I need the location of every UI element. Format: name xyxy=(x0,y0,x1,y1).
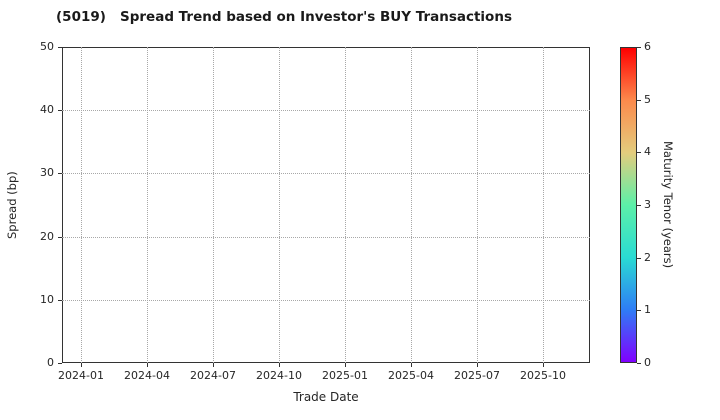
colorbar-tick-label: 1 xyxy=(644,303,651,317)
x-tick-mark xyxy=(477,363,478,367)
colorbar-tick-label: 5 xyxy=(644,92,651,106)
y-tick-mark xyxy=(58,173,62,175)
y-gridline xyxy=(62,236,590,238)
x-tick-mark xyxy=(345,363,346,367)
x-tick-label: 2025-07 xyxy=(454,369,500,382)
colorbar-tick-label: 3 xyxy=(644,198,651,211)
colorbar-tick-mark xyxy=(637,152,641,154)
x-tick-mark xyxy=(543,363,544,367)
y-tick-label: 10 xyxy=(40,292,54,306)
x-tick-mark xyxy=(213,363,214,367)
y-tick-label: 30 xyxy=(40,166,54,180)
x-gridline xyxy=(543,47,544,363)
y-tick-mark xyxy=(58,110,62,112)
colorbar-tick-mark xyxy=(637,363,641,364)
colorbar-tick-mark xyxy=(637,47,641,48)
x-gridline xyxy=(411,47,412,363)
colorbar-tick-label: 4 xyxy=(644,145,651,159)
y-tick-mark xyxy=(58,299,62,301)
colorbar-tick-mark xyxy=(637,257,641,259)
x-tick-label: 2024-07 xyxy=(190,369,236,382)
colorbar-tick-mark xyxy=(637,205,641,206)
y-tick-mark xyxy=(58,236,62,238)
x-gridline xyxy=(147,47,148,363)
y-tick-mark xyxy=(58,363,62,364)
x-tick-label: 2025-04 xyxy=(388,369,434,382)
chart-title: (5019) Spread Trend based on Investor's … xyxy=(56,9,512,25)
colorbar-tick-mark xyxy=(637,310,641,312)
x-gridline xyxy=(279,47,280,363)
x-gridline xyxy=(81,47,82,363)
x-tick-label: 2024-01 xyxy=(58,369,104,382)
y-gridline xyxy=(62,110,590,112)
colorbar xyxy=(620,47,637,363)
colorbar-tick-label: 0 xyxy=(644,356,651,369)
x-tick-label: 2025-10 xyxy=(520,369,566,382)
colorbar-tick-label: 6 xyxy=(644,40,651,53)
x-tick-mark xyxy=(279,363,280,367)
y-tick-label: 20 xyxy=(40,229,54,243)
x-tick-mark xyxy=(147,363,148,367)
colorbar-tick-label: 2 xyxy=(644,250,651,264)
y-tick-label: 0 xyxy=(47,356,54,369)
plot-area xyxy=(62,47,590,363)
x-tick-mark xyxy=(411,363,412,367)
y-gridline xyxy=(62,173,590,175)
colorbar-tick-mark xyxy=(637,99,641,101)
colorbar-label: Maturity Tenor (years) xyxy=(661,141,675,269)
x-gridline xyxy=(477,47,478,363)
x-tick-label: 2025-01 xyxy=(322,369,368,382)
x-tick-label: 2024-04 xyxy=(124,369,170,382)
y-axis-label: Spread (bp) xyxy=(5,171,19,239)
y-tick-mark xyxy=(58,47,62,48)
y-tick-label: 50 xyxy=(40,40,54,53)
x-axis-label: Trade Date xyxy=(293,390,359,404)
x-gridline xyxy=(213,47,214,363)
x-gridline xyxy=(345,47,346,363)
y-gridline xyxy=(62,299,590,301)
x-tick-label: 2024-10 xyxy=(256,369,302,382)
y-tick-label: 40 xyxy=(40,103,54,117)
x-tick-mark xyxy=(81,363,82,367)
